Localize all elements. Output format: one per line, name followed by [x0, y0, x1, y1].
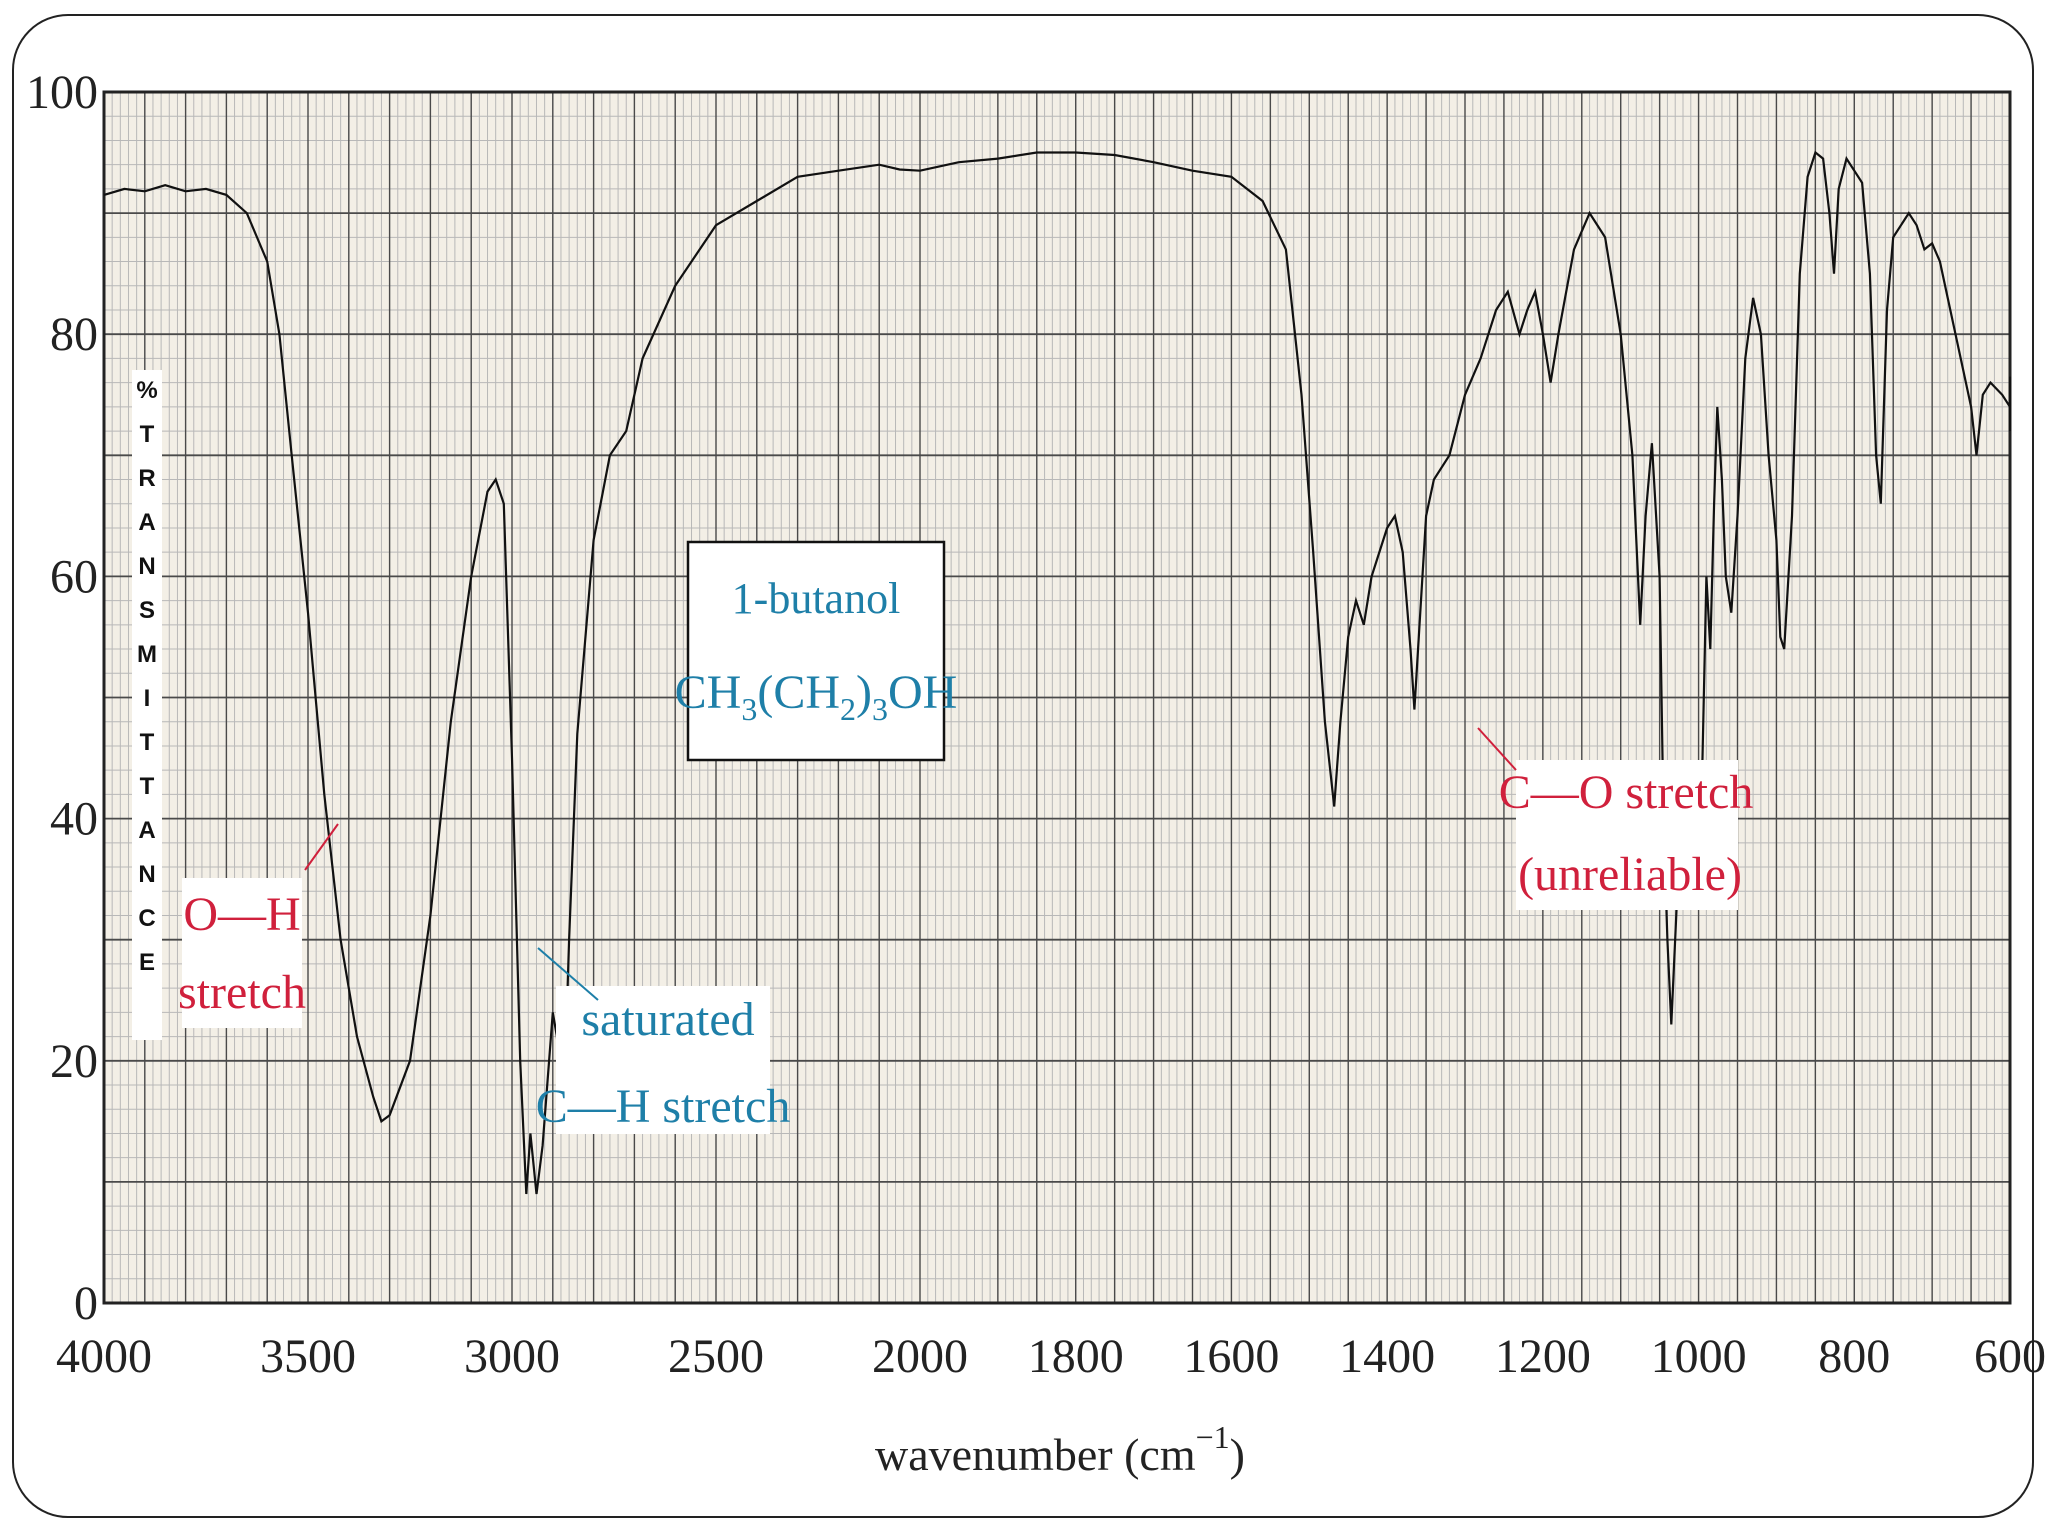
y-tick-label: 0: [74, 1277, 98, 1330]
y-axis-title-letter: E: [139, 949, 155, 976]
co-annotation-line1: C—O stretch: [1499, 766, 1754, 819]
ch-annotation-bg: [556, 986, 770, 1134]
x-tick-label: 600: [1974, 1330, 2046, 1383]
co-annotation-line2: (unreliable): [1518, 848, 1742, 901]
formula-sub-3: 3: [872, 691, 888, 727]
x-tick-label: 3500: [260, 1330, 356, 1383]
y-tick-label: 20: [50, 1035, 98, 1088]
x-tick-label: 4000: [56, 1330, 152, 1383]
y-axis-title-letter: T: [140, 421, 155, 448]
ch-annotation-line2: C—H stretch: [536, 1080, 791, 1133]
compound-name: 1-butanol: [732, 574, 901, 623]
y-axis-title-letter: I: [144, 685, 151, 712]
y-axis-title-bg: [132, 370, 162, 1040]
x-axis-title-exp: −1: [1196, 1419, 1230, 1455]
spectrum-line: [103, 150, 2012, 1195]
x-tick-label: 1200: [1495, 1330, 1591, 1383]
formula-sub-2: 2: [840, 691, 856, 727]
formula-part-1: CH: [675, 666, 742, 719]
major-grid: [104, 92, 2010, 1303]
y-axis-title-letter: N: [138, 553, 155, 580]
compound-label-box: [686, 540, 946, 762]
co-annotation-bg: [1516, 760, 1738, 910]
y-tick-labels: 0 20 40 60 80 100: [26, 66, 98, 1330]
formula-part-2: (CH: [757, 666, 840, 719]
y-axis-title-letter: M: [137, 641, 157, 668]
x-tick-label: 3000: [464, 1330, 560, 1383]
x-tick-label: 1800: [1028, 1330, 1124, 1383]
ch-pointer: [537, 947, 599, 1001]
y-axis-title-letter: C: [138, 905, 155, 932]
x-axis-title-main: wavenumber (cm: [875, 1429, 1196, 1480]
y-axis-title-letter: A: [138, 509, 155, 536]
x-tick-labels: 4000 3500 3000 2500 2000 1800 1600 1400 1200 1000…: [56, 1330, 2046, 1383]
x-tick-label: 1400: [1339, 1330, 1435, 1383]
oh-annotation-bg: [182, 878, 302, 1028]
oh-annotation-line1: O—H: [183, 888, 300, 941]
x-tick-label: 800: [1818, 1330, 1890, 1383]
formula-part-4: OH: [888, 666, 957, 719]
x-tick-label: 1000: [1651, 1330, 1747, 1383]
y-axis-title-letter: R: [138, 465, 155, 492]
compound-formula: CH3(CH2)3OH: [675, 666, 958, 727]
y-axis-title-letter: S: [139, 597, 155, 624]
oh-pointer: [304, 823, 339, 871]
y-axis-title-letter: %: [136, 377, 157, 404]
x-axis-title-close: ): [1230, 1429, 1245, 1480]
y-tick-label: 60: [50, 550, 98, 603]
y-axis-title-letter: T: [140, 773, 155, 800]
co-pointer: [1477, 727, 1517, 771]
x-tick-label: 2000: [872, 1330, 968, 1383]
formula-part-3: ): [856, 666, 872, 719]
ch-annotation-line1: saturated: [581, 993, 754, 1046]
x-axis-title: wavenumber (cm−1): [875, 1419, 1245, 1480]
formula-sub-1: 3: [741, 691, 757, 727]
y-axis-title-letter: T: [140, 729, 155, 756]
y-tick-label: 40: [50, 793, 98, 846]
y-tick-label: 80: [50, 308, 98, 361]
y-tick-label: 100: [26, 66, 98, 119]
x-tick-label: 1600: [1183, 1330, 1279, 1383]
y-axis-title-letter: A: [138, 817, 155, 844]
x-tick-label: 2500: [668, 1330, 764, 1383]
y-axis-title-letter: N: [138, 861, 155, 888]
oh-annotation-line2: stretch: [178, 966, 306, 1019]
plot-border: [102, 90, 2012, 1305]
